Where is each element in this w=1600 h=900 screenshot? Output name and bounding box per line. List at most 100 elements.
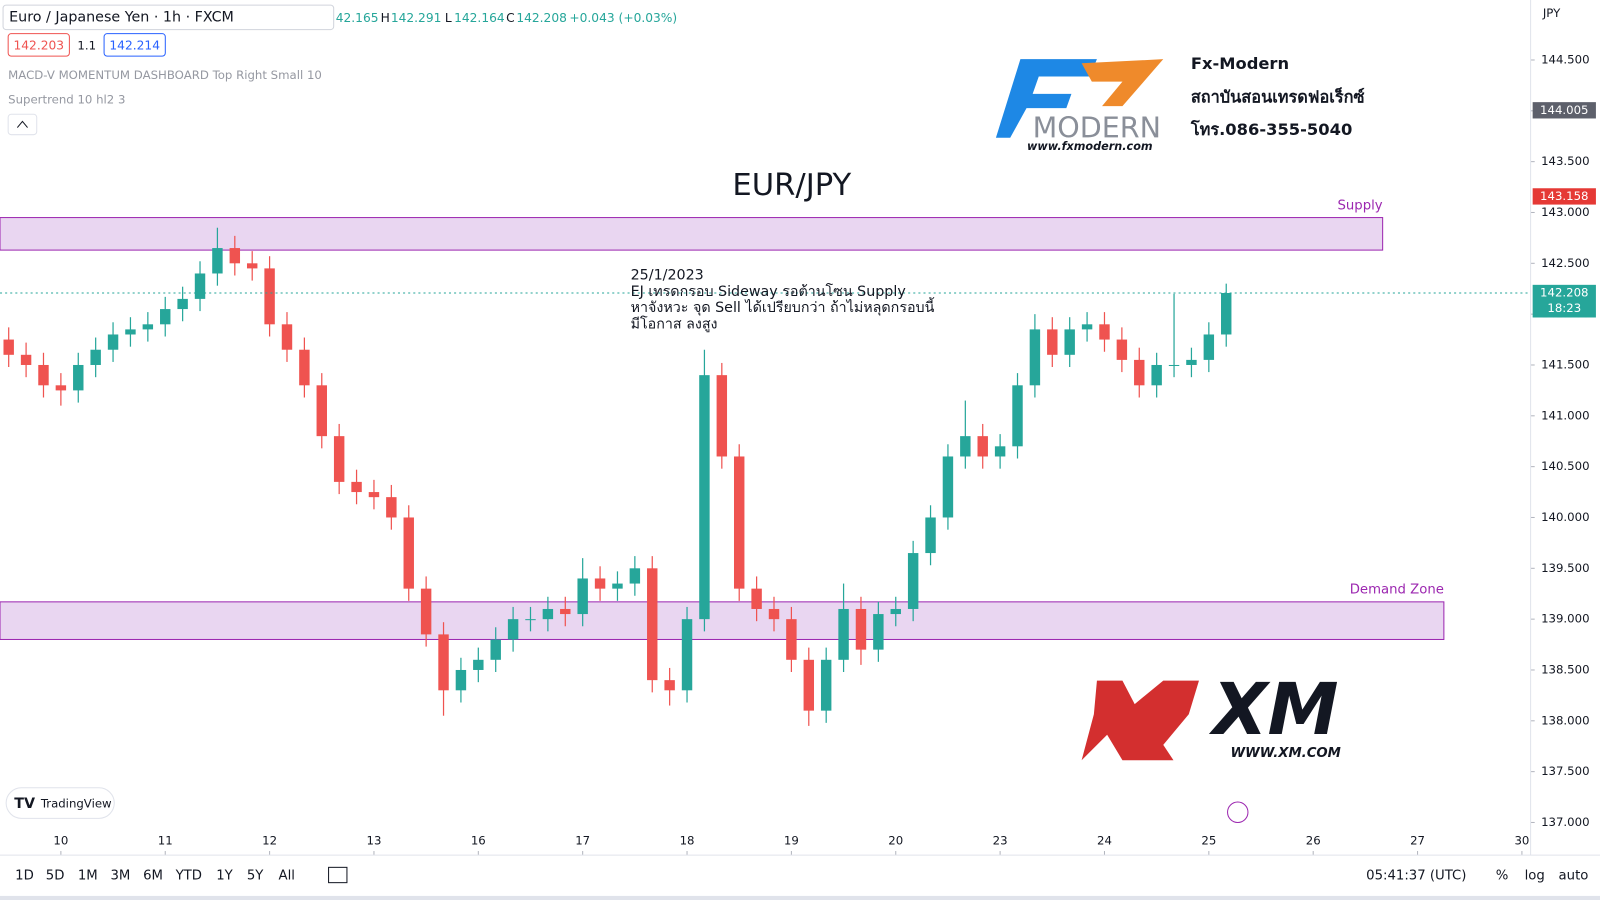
x-tick-label: 12 [262,833,277,847]
range-button[interactable]: 5D [46,869,65,884]
candle-body [125,329,136,335]
candle-body [1151,364,1162,386]
tradingview-badge[interactable] [5,787,115,819]
tradingview-text[interactable]: TradingView [40,797,112,811]
y-tick-label: 142.500 [1541,256,1589,270]
candle-body [716,375,728,457]
y-tick-label: 139.000 [1541,612,1589,626]
candle-body [368,492,380,498]
candle-body [38,364,49,386]
x-tick-label: 26 [1306,833,1321,847]
candle-body [873,614,884,650]
range-button[interactable]: 1D [15,869,34,884]
collapse-button[interactable] [7,113,38,136]
tv-icon: TV [14,796,35,812]
candle-body [299,349,310,386]
y-tick-label: 140.000 [1541,510,1589,524]
x-tick-label: 10 [53,833,68,847]
auto-toggle[interactable]: auto [1559,869,1589,884]
candle-body [1099,324,1110,340]
quote-label: C [506,11,515,25]
y-tick-label: 141.000 [1541,408,1589,422]
sell-button[interactable] [7,33,70,57]
candle-body [629,568,641,584]
candle-body [73,364,84,391]
range-button[interactable]: 3M [110,869,130,884]
axes: 137.000 137.500 138.000 138.500 139.000 139.5… [0,52,1596,856]
zone [0,601,1445,640]
candle-body [212,248,223,274]
chart-title: EUR/JPY [732,168,851,203]
percent-toggle[interactable]: % [1496,869,1509,884]
candle-body [733,456,745,589]
annotation-line: EJ เทรดกรอบ Sideway รอต้านโซน Supply [631,283,907,300]
quote-close: 142.208 [516,11,567,25]
x-tick-label: 30 [1514,833,1529,847]
candle-body [90,349,101,365]
quote-high: 142.291 [391,11,442,25]
candle-body [942,456,954,518]
annotation-line: มีโอกาส ลงสูง [631,315,718,332]
candle-body [960,436,971,457]
candle-body [925,517,936,554]
x-tick-label: 27 [1410,833,1425,847]
zones: Supply Demand Zone [0,198,1445,640]
currency[interactable]: JPY [1542,6,1561,20]
candle-body [142,324,154,330]
range-button[interactable]: YTD [175,869,202,884]
indicator[interactable]: MACD-V MOMENTUM DASHBOARD Top Right Smal… [8,68,322,82]
candle-body [664,680,675,691]
bid[interactable]: 142.203 [13,38,64,52]
candle-body [507,619,519,640]
x-tick-label: 16 [471,833,486,847]
x-tick-label: 20 [888,833,903,847]
candle-body [3,339,14,355]
logo-shape [1081,680,1199,761]
candle-body [751,588,762,609]
indicator[interactable]: Supertrend 10 hl2 3 [8,93,125,107]
y-tick-label: 140.500 [1541,459,1589,473]
x-tick-label: 25 [1201,833,1216,847]
range-button[interactable]: 1Y [216,869,233,884]
candle-body [1064,329,1075,355]
logo-shape [995,59,1097,138]
toolbar: 1D 5D 1M 3M 6M YTD 1Y 5Y All [15,869,295,884]
x-tick-label: 23 [993,833,1008,847]
symbol[interactable]: Euro / Japanese Yen · 1h · FXCM [9,9,234,25]
y-tick-label: 144.500 [1541,52,1589,66]
range-button[interactable]: All [279,869,295,884]
candle-body [977,436,988,457]
candle-body [577,578,588,615]
date-range-icon[interactable] [328,866,348,884]
candle-body [890,608,901,615]
candle-body [1081,324,1093,330]
candle-body [994,446,1006,457]
candle-body [403,517,414,589]
symbol-box[interactable] [2,4,335,31]
price-countdown: 18:23 [1547,301,1581,315]
candle-body [438,634,449,691]
buy-button[interactable] [103,33,166,57]
clock[interactable]: 05:41:37 (UTC) [1366,869,1466,884]
logo-text: MODERN [1033,111,1161,145]
range-button[interactable]: 5Y [247,869,264,884]
logo-name: Fx-Modern [1191,54,1289,73]
event-icon[interactable] [1227,801,1249,823]
y-tick-label: 143.500 [1541,154,1589,168]
quote-low: 142.164 [454,11,505,25]
candle-body [473,659,484,670]
range-button[interactable]: 1M [78,869,98,884]
price-label: 142.208 [1540,285,1588,299]
quote-change: +0.043 (+0.03%) [569,11,677,25]
candle-body [1168,364,1180,366]
ask[interactable]: 142.214 [109,38,160,52]
candle-body [525,619,536,621]
candles [3,227,1232,726]
candle-body [560,608,571,615]
log-toggle[interactable]: log [1525,869,1545,884]
candle-body [107,334,119,350]
quote-label: H [381,11,390,25]
candle-body [281,324,293,350]
candle-body [838,608,849,660]
range-button[interactable]: 6M [143,869,163,884]
